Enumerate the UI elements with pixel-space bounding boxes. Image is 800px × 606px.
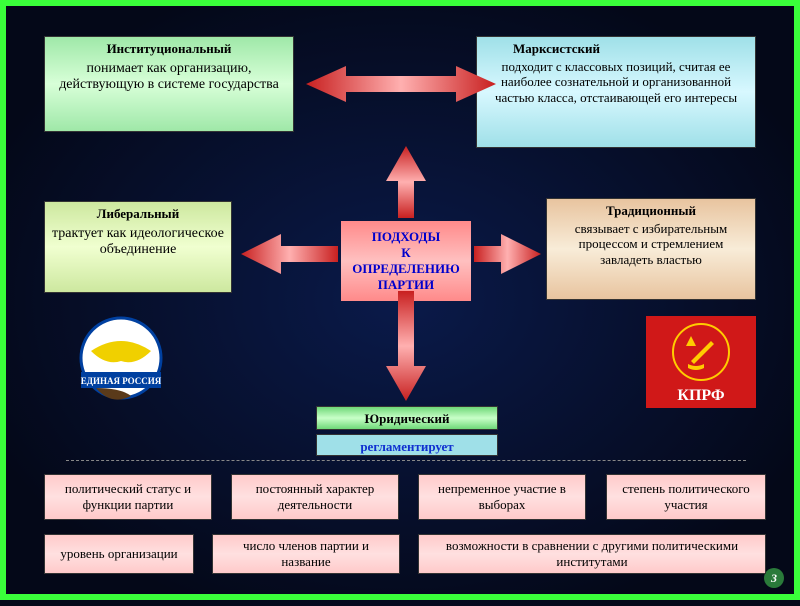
box-liberal-body: трактует как идеологическое объединение [51, 226, 225, 260]
box-marxist: Марксистский подходит с классовых позици… [476, 36, 756, 148]
legal-aspect-text: непременное участие в выборах [425, 481, 579, 512]
page-number: 3 [764, 568, 784, 588]
center-line3: ПАРТИИ [378, 277, 435, 292]
box-traditional-title: Традиционный [553, 203, 749, 219]
legal-aspect-box: возможности в сравнении с другими полити… [418, 534, 766, 574]
logo-kprf-svg: КПРФ [646, 316, 756, 408]
center-concept: ПОДХОДЫ К ОПРЕДЕЛЕНИЮ ПАРТИИ [341, 221, 471, 301]
arrow-down [386, 291, 426, 401]
logo-er-label: ЕДИНАЯ РОССИЯ [81, 376, 162, 386]
box-legal-title: Юридический [316, 406, 498, 430]
legal-aspect-text: степень политического участия [613, 481, 759, 512]
logo-kprf: КПРФ [646, 316, 756, 413]
divider-line [66, 460, 746, 461]
center-line1: ПОДХОДЫ [372, 229, 440, 244]
legal-aspect-text: политический статус и функции партии [51, 481, 205, 512]
box-institutional-body: понимает как организацию, действующую в … [51, 61, 287, 95]
legal-aspect-text: число членов партии и название [219, 538, 393, 569]
legal-aspect-box: уровень организации [44, 534, 194, 574]
legal-title-text: Юридический [365, 411, 450, 426]
legal-aspect-box: степень политического участия [606, 474, 766, 520]
legal-aspect-box: политический статус и функции партии [44, 474, 212, 520]
box-marxist-body: подходит с классовых позиций, считая ее … [483, 59, 749, 106]
box-traditional: Традиционный связывает с избирательным п… [546, 198, 756, 300]
box-legal-sub: регламентирует [316, 434, 498, 456]
box-liberal-title: Либеральный [51, 206, 225, 222]
legal-aspect-text: возможности в сравнении с другими полити… [425, 538, 759, 569]
box-traditional-body: связывает с избирательным процессом и ст… [553, 221, 749, 268]
logo-er-svg: ЕДИНАЯ РОССИЯ [66, 316, 176, 408]
legal-aspect-box: постоянный характер деятельности [231, 474, 399, 520]
box-institutional: Институциональный понимает как организац… [44, 36, 294, 132]
legal-aspect-box: непременное участие в выборах [418, 474, 586, 520]
arrow-left [241, 234, 338, 274]
box-marxist-title: Марксистский [483, 41, 749, 57]
legal-sub-text: регламентирует [360, 439, 453, 454]
center-line2: К ОПРЕДЕЛЕНИЮ [352, 245, 460, 276]
legal-aspect-box: число членов партии и название [212, 534, 400, 574]
arrow-right [474, 234, 541, 274]
box-liberal: Либеральный трактует как идеологическое … [44, 201, 232, 293]
page-number-text: 3 [771, 571, 777, 585]
arrow-diagonal [306, 66, 496, 102]
logo-united-russia: ЕДИНАЯ РОССИЯ [66, 316, 176, 413]
arrow-up [386, 146, 426, 218]
logo-kprf-label: КПРФ [677, 387, 725, 404]
legal-aspect-text: уровень организации [60, 546, 177, 562]
legal-aspect-text: постоянный характер деятельности [238, 481, 392, 512]
box-institutional-title: Институциональный [51, 41, 287, 57]
